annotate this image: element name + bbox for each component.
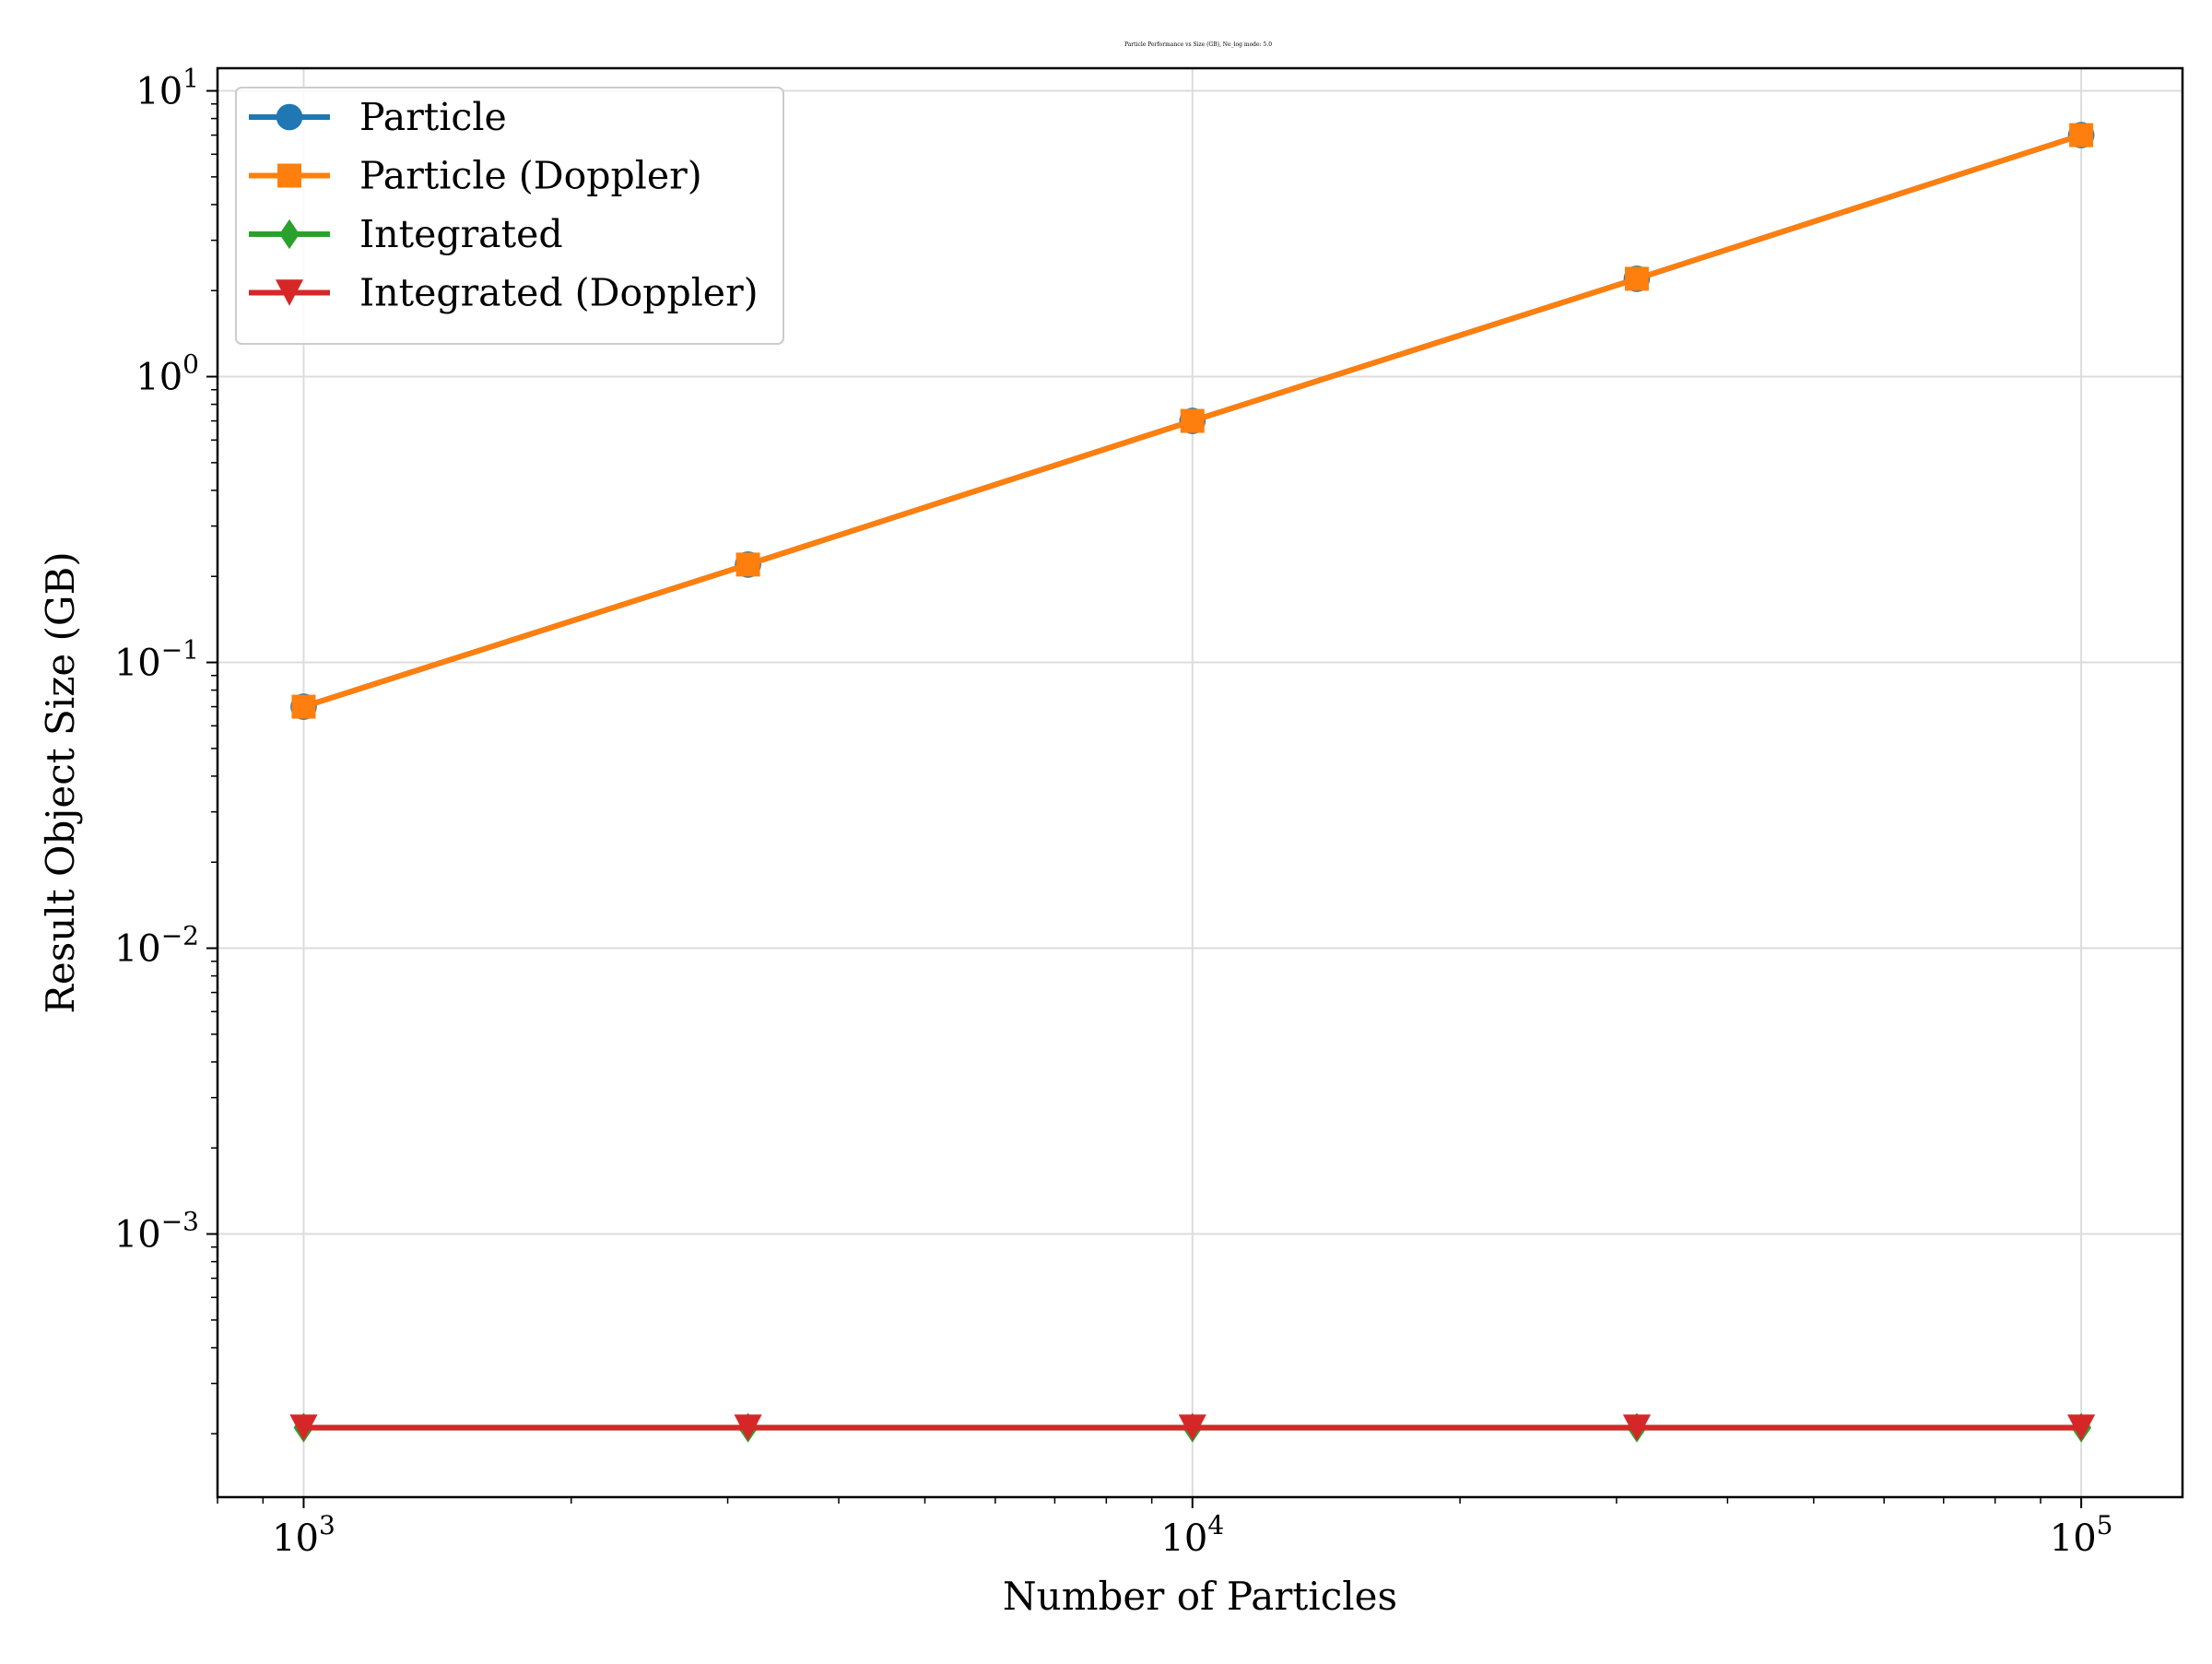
- y-tick-label: 100: [135, 349, 199, 399]
- legend-item: Integrated (Doppler): [249, 271, 759, 315]
- plot-frame: [216, 66, 2184, 1499]
- x-tick-label: 103: [272, 1510, 335, 1560]
- legend: Particle Particle (Doppler) Integrated Inte…: [235, 87, 784, 345]
- series-layer: [289, 122, 2096, 1443]
- triangle-down-marker: [1622, 1414, 1652, 1441]
- legend-item: Particle: [249, 95, 507, 139]
- legend-box: [235, 87, 784, 345]
- y-tick-label: 101: [135, 64, 199, 113]
- legend-label: Particle: [359, 95, 507, 139]
- triangle-down-marker: [1178, 1414, 1206, 1441]
- legend-item: Particle (Doppler): [249, 154, 702, 198]
- triangle-down-marker: [734, 1414, 762, 1441]
- series-3: [289, 1414, 2096, 1441]
- tick-layer: 103 104 105 10−3 10−2 10−1 100 101: [114, 64, 2113, 1560]
- legend-label: Integrated (Doppler): [359, 271, 759, 315]
- x-axis-label: Number of Particles: [1003, 1574, 1397, 1619]
- square-marker: [1624, 266, 1649, 291]
- triangle-down-marker: [275, 279, 304, 306]
- square-marker: [2069, 123, 2094, 148]
- y-tick-label: 10−3: [114, 1207, 199, 1257]
- legend-item: Integrated: [249, 212, 563, 256]
- y-tick-label: 10−2: [114, 921, 199, 971]
- y-tick-label: 10−1: [114, 635, 199, 685]
- square-marker: [277, 163, 301, 188]
- chart-title: Particle Performance vs Size (GB), Ne_lo…: [1124, 41, 1272, 48]
- legend-label: Integrated: [359, 212, 563, 256]
- x-tick-label: 105: [2050, 1510, 2113, 1560]
- diamond-marker: [279, 218, 300, 250]
- circle-marker: [276, 103, 303, 131]
- square-marker: [291, 694, 316, 719]
- y-axis-label: Result Object Size (GB): [38, 551, 83, 1013]
- series-1: [291, 123, 2094, 719]
- legend-label: Particle (Doppler): [359, 154, 702, 198]
- square-marker: [1180, 408, 1205, 433]
- triangle-down-marker: [2067, 1414, 2096, 1441]
- square-marker: [735, 552, 760, 577]
- x-tick-label: 104: [1160, 1510, 1224, 1560]
- triangle-down-marker: [289, 1414, 318, 1441]
